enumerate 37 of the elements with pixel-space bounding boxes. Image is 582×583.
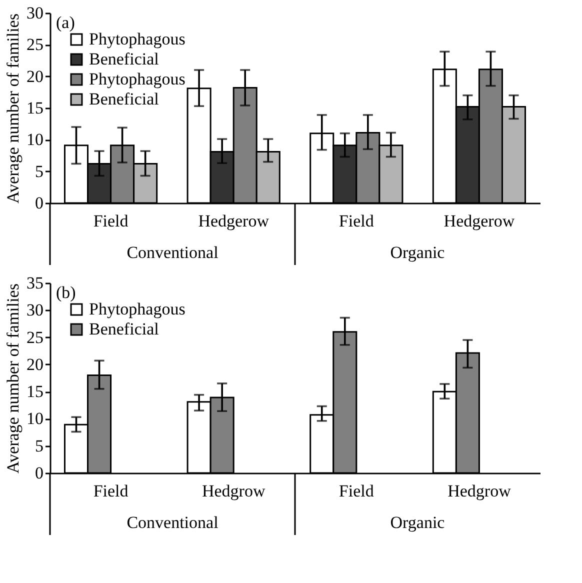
y-axis-title: Average number of families — [4, 14, 22, 204]
y-tick-label: 20 — [26, 354, 44, 374]
y-tick-label: 20 — [26, 66, 44, 86]
x-tick-label: Field — [338, 482, 374, 500]
y-tick-label: 5 — [35, 162, 44, 181]
chart-title: (a) — [56, 13, 75, 32]
y-tick-label: 25 — [26, 328, 44, 347]
x-tick-label: Field — [338, 212, 374, 230]
y-tick-label: 15 — [26, 382, 44, 402]
y-tick-label: 15 — [26, 98, 44, 118]
x-tick-label: Hedgrow — [202, 482, 266, 500]
text: Conventional — [126, 243, 219, 262]
y-tick-label: 30 — [26, 300, 44, 320]
legend-label: Phytophagous — [89, 30, 186, 48]
legend-label: Phytophagous — [89, 300, 186, 318]
text: Organic — [390, 513, 446, 532]
x-tick-label: Field — [93, 212, 129, 230]
y-tick-label: 10 — [26, 130, 44, 150]
x-tick-label: Hedgrow — [448, 482, 512, 500]
y-tick-label: 30 — [26, 4, 44, 22]
y-axis-title: Average number of families — [4, 284, 22, 474]
x-tick-label: Hedgerow — [444, 212, 516, 230]
y-tick-label: 0 — [35, 464, 44, 482]
y-tick-label: 35 — [26, 274, 44, 292]
legend-label: Beneficial — [89, 50, 160, 68]
y-tick-label: 25 — [26, 35, 44, 54]
y-tick-label: 0 — [35, 194, 44, 212]
legend-label: Phytophagous — [89, 70, 186, 88]
y-tick-label: 5 — [35, 436, 44, 456]
chart-title: (b) — [56, 283, 76, 302]
legend-label: Beneficial — [89, 90, 160, 108]
x-tick-label: Hedgerow — [198, 212, 270, 230]
text: Conventional — [126, 513, 219, 532]
x-tick-label: Field — [93, 482, 129, 500]
y-tick-label: 10 — [26, 409, 44, 428]
legend-label: Beneficial — [89, 320, 160, 338]
text: Organic — [390, 243, 446, 262]
